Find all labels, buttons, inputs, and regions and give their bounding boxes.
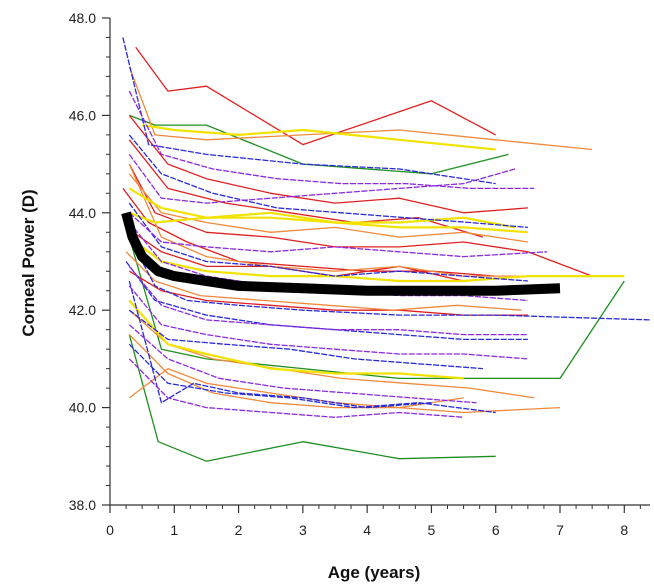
series-line-33 xyxy=(128,324,477,404)
series-line-0 xyxy=(128,334,496,462)
x-tick-label-6: 6 xyxy=(492,522,500,538)
x-tick-label-1: 1 xyxy=(170,522,178,538)
mean-curve xyxy=(121,211,561,296)
series-line-21 xyxy=(128,211,516,229)
y-tick-label-0: 38.0 xyxy=(69,497,96,513)
series-line-18 xyxy=(128,187,528,234)
x-tick-label-0: 0 xyxy=(106,522,114,538)
y-tick-label-5: 48.0 xyxy=(69,10,96,26)
series-line-29 xyxy=(128,280,432,409)
y-tick-label-1: 40.0 xyxy=(69,400,96,416)
series-line-19 xyxy=(128,236,625,283)
x-tick-label-7: 7 xyxy=(556,522,564,538)
y-tick-label-4: 46.0 xyxy=(69,107,96,123)
series-line-17 xyxy=(141,124,496,151)
x-tick-label-3: 3 xyxy=(299,522,307,538)
series-line-14 xyxy=(128,334,561,414)
x-tick-label-4: 4 xyxy=(363,522,371,538)
series-line-9 xyxy=(128,139,484,238)
series-line-15 xyxy=(128,367,464,409)
plot-area xyxy=(121,37,651,462)
x-tick-label-2: 2 xyxy=(235,522,243,538)
series-line-28 xyxy=(128,236,651,321)
series-line-23 xyxy=(128,202,528,282)
series-line-26 xyxy=(128,343,496,414)
series-line-36 xyxy=(128,358,464,418)
series-line-16 xyxy=(128,163,528,277)
series-line-30 xyxy=(128,90,535,190)
series-line-34 xyxy=(128,154,516,204)
series-line-22 xyxy=(122,37,496,185)
series-line-27 xyxy=(128,134,528,229)
series-line-6 xyxy=(122,188,496,277)
y-tick-label-3: 44.0 xyxy=(69,205,96,221)
series-line-24 xyxy=(125,261,528,341)
axes: 0 1 2 3 4 5 6 7 8 38.0 40.0 42.0 44.0 46.0 48.0 xyxy=(69,10,650,538)
series-line-25 xyxy=(128,309,483,370)
x-axis-title: Age (years) xyxy=(328,563,421,582)
series-line-10 xyxy=(128,66,593,151)
x-tick-label-8: 8 xyxy=(620,522,628,538)
series-line-32 xyxy=(128,285,528,360)
series-line-1 xyxy=(128,236,625,380)
series-line-20 xyxy=(128,299,464,380)
series-line-11 xyxy=(128,173,528,243)
series-line-12 xyxy=(125,251,522,311)
series-line-35 xyxy=(128,212,548,258)
series-line-4 xyxy=(128,114,528,214)
y-tick-label-2: 42.0 xyxy=(69,302,96,318)
y-axis-title: Corneal Power (D) xyxy=(19,189,38,336)
series-line-37 xyxy=(128,265,528,336)
x-tick-label-5: 5 xyxy=(428,522,436,538)
series-line-3 xyxy=(135,46,497,146)
